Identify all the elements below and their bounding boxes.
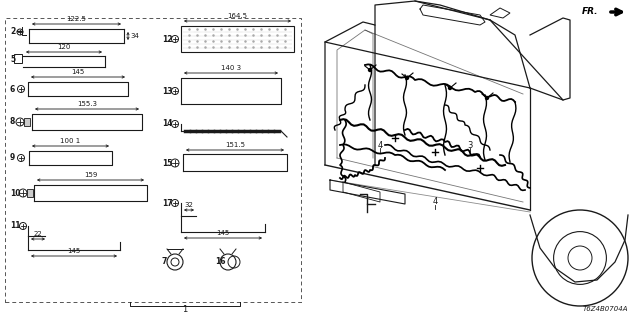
Text: 4: 4 xyxy=(433,197,438,206)
Text: 155.3: 155.3 xyxy=(77,101,97,107)
Text: 1: 1 xyxy=(182,306,188,315)
Text: 13: 13 xyxy=(162,86,173,95)
Text: 6: 6 xyxy=(10,84,15,93)
Text: 159: 159 xyxy=(84,172,97,178)
Text: 145: 145 xyxy=(72,69,84,75)
Circle shape xyxy=(369,68,371,71)
Text: 164.5: 164.5 xyxy=(227,13,248,19)
Text: 100 1: 100 1 xyxy=(60,138,81,144)
Text: 10: 10 xyxy=(10,188,20,197)
Bar xyxy=(181,26,294,52)
Text: 34: 34 xyxy=(130,33,139,39)
Text: 14: 14 xyxy=(162,119,173,129)
Bar xyxy=(24,118,30,126)
Text: 9: 9 xyxy=(10,154,15,163)
Text: 3: 3 xyxy=(467,140,473,149)
Text: 8: 8 xyxy=(10,117,15,126)
Text: 11: 11 xyxy=(10,221,20,230)
Text: 7: 7 xyxy=(162,258,168,267)
Circle shape xyxy=(406,76,408,79)
Bar xyxy=(27,189,33,197)
Text: 120: 120 xyxy=(58,44,70,50)
Text: 22: 22 xyxy=(34,231,42,237)
Bar xyxy=(14,54,22,63)
Circle shape xyxy=(449,86,451,90)
Text: 2: 2 xyxy=(10,27,15,36)
Text: 151.5: 151.5 xyxy=(225,142,245,148)
Text: 140 3: 140 3 xyxy=(221,65,241,71)
Circle shape xyxy=(486,97,488,100)
Text: 12: 12 xyxy=(162,35,173,44)
Text: T6Z4B0704A: T6Z4B0704A xyxy=(582,306,628,312)
Bar xyxy=(5,18,301,302)
Text: 145: 145 xyxy=(67,248,81,254)
Text: 15: 15 xyxy=(162,158,172,167)
Text: 4: 4 xyxy=(378,140,383,149)
Text: FR.: FR. xyxy=(582,7,598,17)
Text: 17: 17 xyxy=(162,198,173,207)
Text: 5: 5 xyxy=(10,54,15,63)
Text: 32: 32 xyxy=(184,202,193,208)
Text: 145: 145 xyxy=(216,230,230,236)
Polygon shape xyxy=(490,8,510,18)
Text: 16: 16 xyxy=(215,258,225,267)
Text: 122.5: 122.5 xyxy=(67,16,86,22)
